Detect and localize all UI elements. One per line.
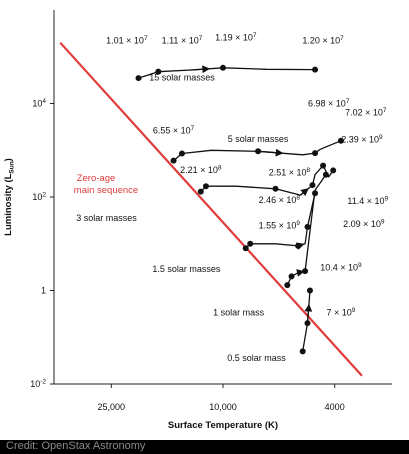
zams-label-line1: Zero-age	[77, 173, 116, 184]
track-point	[322, 171, 329, 178]
age-label: 7.02 × 107	[345, 107, 387, 118]
age-label: 1.19 × 107	[215, 32, 257, 43]
y-axis-title: Luminosity (LSun)	[3, 158, 16, 236]
track-point	[247, 240, 254, 247]
y-tick-label: 10-2	[30, 379, 46, 390]
track-point	[320, 162, 327, 169]
track-point	[330, 167, 337, 174]
track-arrow	[296, 269, 305, 277]
zams-label-line2: main sequence	[74, 185, 138, 196]
track-point	[272, 185, 279, 192]
x-tick-label: 10,000	[209, 402, 237, 412]
track-point	[288, 273, 295, 280]
y-tick-label: 1	[41, 286, 46, 296]
age-label: 6.55 × 107	[153, 125, 195, 136]
zams-line	[59, 41, 363, 377]
mass-labels: 15 solar masses 5 solar masses 3 solar mas…	[76, 73, 289, 364]
x-axis-title: Surface Temperature (K)	[168, 420, 278, 431]
plot-background	[0, 0, 409, 440]
track-point	[309, 182, 316, 189]
mass-label: 0.5 solar mass	[227, 353, 286, 363]
credit-line: Credit: OpenStax Astronomy	[6, 440, 146, 452]
mass-label: 3 solar masses	[76, 213, 137, 223]
mass-label: 5 solar masses	[228, 134, 289, 144]
track-point	[155, 68, 162, 75]
track-point	[295, 242, 302, 249]
tick-labels: 25,000 10,000 4000 10-2 1 102 104	[30, 98, 345, 412]
age-label: 10.4 × 109	[320, 262, 362, 273]
x-tick-label: 4000	[325, 402, 345, 412]
track-arrow	[258, 148, 284, 157]
mass-label: 15 solar masses	[149, 73, 215, 83]
age-label: 1.55 × 109	[259, 220, 301, 231]
age-label: 7 × 109	[327, 307, 356, 318]
track-point	[304, 223, 311, 230]
track-point	[135, 75, 142, 82]
y-tick-label: 102	[32, 192, 46, 203]
track-point	[197, 188, 204, 195]
age-label: 1.11 × 107	[162, 35, 203, 46]
track-point	[220, 64, 226, 71]
track-point	[304, 320, 311, 327]
track-point	[306, 287, 313, 294]
age-annotations: 1.01 × 107 1.11 × 107 1.19 × 107 1.20 × 107…	[106, 32, 388, 317]
hr-diagram-chart: 25,000 10,000 4000 10-2 1 102 104 Zero-agemain…	[0, 0, 409, 440]
y-tick-label: 104	[32, 98, 46, 109]
evolution-tracks	[135, 64, 344, 355]
track-point	[302, 268, 309, 275]
track-point	[284, 282, 291, 289]
age-label: 11.4 × 109	[347, 195, 388, 206]
track-arrow	[299, 188, 309, 197]
track-point	[312, 150, 319, 157]
age-label: 1.20 × 107	[302, 35, 344, 46]
mass-label: 1 solar mass	[213, 308, 265, 318]
age-label: 2.21 × 108	[180, 164, 222, 175]
track-point	[178, 150, 185, 157]
track-point	[170, 157, 177, 164]
track-point	[242, 245, 249, 252]
age-label: 6.98 × 107	[308, 98, 350, 109]
age-label: 2.46 × 108	[259, 195, 301, 206]
track-point	[255, 148, 262, 155]
age-label: 2.51 × 108	[269, 167, 311, 178]
mass-label: 1.5 solar masses	[152, 264, 221, 274]
track-point	[202, 183, 209, 190]
track-point	[312, 66, 319, 73]
age-label: 1.01 × 107	[106, 35, 148, 46]
track-point	[299, 348, 306, 355]
track-point	[337, 137, 344, 144]
age-label: 2.09 × 109	[343, 218, 385, 229]
x-tick-label: 25,000	[98, 402, 126, 412]
axis-titles: Surface Temperature (K) Luminosity (LSun)	[3, 158, 278, 431]
age-label: 2.39 × 109	[341, 134, 383, 145]
track-arrow	[190, 65, 211, 74]
